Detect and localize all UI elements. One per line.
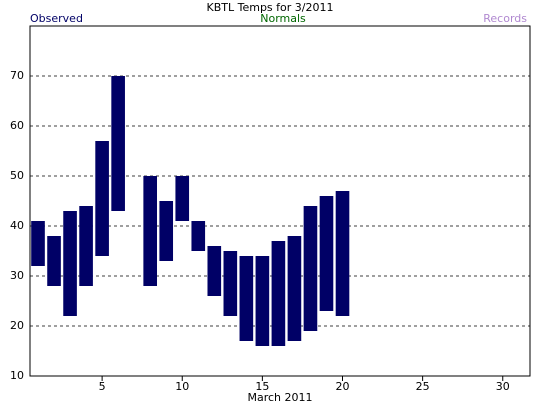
bar (79, 206, 93, 286)
x-tick-label: 20 (336, 380, 350, 393)
bar (335, 191, 350, 316)
y-tick-label: 60 (10, 119, 24, 132)
y-tick-label: 20 (10, 319, 24, 332)
x-axis-label: March 2011 (247, 391, 312, 404)
x-tick-label: 25 (416, 380, 430, 393)
bar (255, 256, 270, 346)
plot-frame (29, 25, 531, 377)
legend-entry: Normals (260, 12, 306, 25)
bar (63, 211, 77, 316)
bar (207, 246, 222, 296)
y-tick-label: 70 (10, 69, 24, 82)
x-tick-label: 15 (255, 380, 269, 393)
bar (31, 221, 45, 266)
y-tick-label: 40 (10, 219, 24, 232)
y-tick-label: 30 (10, 269, 24, 282)
bar (143, 176, 158, 286)
bar (319, 196, 334, 311)
bar (175, 176, 190, 221)
bar (47, 236, 61, 286)
bar (191, 221, 206, 251)
legend-entry: Observed (30, 12, 83, 25)
bar (159, 201, 174, 261)
bar (95, 141, 109, 256)
x-tick-label: 30 (496, 380, 510, 393)
x-tick-label: 5 (99, 380, 106, 393)
bar (223, 251, 238, 316)
bar (287, 236, 302, 341)
chart-title: KBTL Temps for 3/2011 (207, 1, 334, 14)
bar (239, 256, 254, 341)
bar (303, 206, 318, 331)
y-tick-label: 10 (10, 369, 24, 382)
legend-entry: Records (483, 12, 527, 25)
bar (271, 241, 286, 346)
bar (111, 76, 125, 211)
y-tick-label: 50 (10, 169, 24, 182)
x-tick-label: 10 (175, 380, 189, 393)
